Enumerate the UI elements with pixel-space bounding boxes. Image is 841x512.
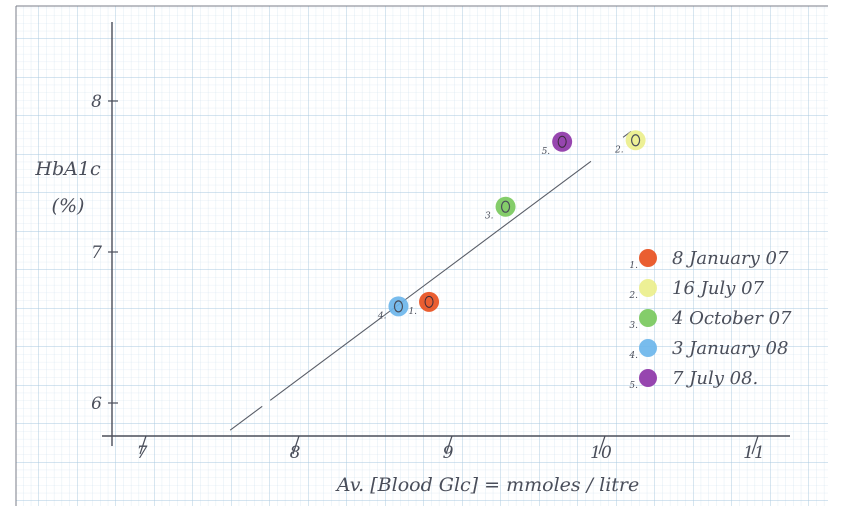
data-point: [552, 131, 573, 152]
x-tick-label: 8: [290, 443, 301, 463]
graph-paper-grid: [16, 6, 828, 506]
x-tick-label: 9: [443, 443, 454, 463]
legend-swatch: [639, 279, 657, 297]
x-tick-label: 7: [137, 443, 148, 463]
legend-swatch: [639, 309, 657, 327]
legend-number: 2.: [628, 291, 638, 301]
legend-label: 3 January 08: [672, 338, 788, 359]
x-tick: [139, 435, 147, 455]
y-tick-label: 8: [91, 92, 102, 112]
data-point: [495, 196, 516, 217]
legend-number: 3.: [629, 321, 638, 331]
x-tick: [598, 435, 606, 455]
point-marker-ring: [630, 134, 641, 147]
legend-swatch: [639, 249, 657, 267]
point-marker-ring: [500, 200, 511, 213]
legend-label: 7 July 08.: [672, 368, 758, 389]
legend-swatch: [639, 339, 657, 357]
x-tick: [292, 435, 300, 455]
point-marker-ring: [557, 135, 567, 148]
legend-swatch: [639, 369, 657, 387]
data-point: [625, 130, 646, 151]
legend-number: 1.: [629, 261, 638, 271]
legend-label: 16 July 07: [672, 278, 765, 299]
data-point: [388, 296, 409, 317]
y-tick-label: 6: [91, 394, 102, 414]
point-number-label: 1.: [408, 307, 417, 317]
x-tick: [445, 435, 453, 455]
data-point: [419, 291, 440, 312]
legend-number: 4.: [628, 351, 638, 361]
legend-number: 5.: [629, 381, 638, 391]
point-number-label: 5.: [542, 147, 551, 157]
legend-label: 8 January 07: [672, 248, 789, 269]
x-tick-label: 10: [590, 443, 612, 463]
point-marker-ring: [424, 295, 434, 308]
x-axis-title: Av. [Blood Glc] = mmoles / litre: [335, 474, 640, 496]
point-marker-ring: [393, 300, 404, 313]
y-tick-label: 7: [91, 243, 102, 263]
y-axis-title-unit: (%): [52, 195, 85, 217]
point-number-label: 3.: [485, 212, 494, 222]
y-axis-title: HbA1c: [34, 158, 101, 180]
x-tick: [751, 435, 759, 455]
point-number-label: 4.: [377, 311, 387, 321]
point-number-label: 2.: [614, 145, 624, 155]
trend-line: [229, 99, 675, 431]
legend-label: 4 October 07: [671, 308, 792, 329]
x-tick-label: 11: [743, 443, 765, 463]
